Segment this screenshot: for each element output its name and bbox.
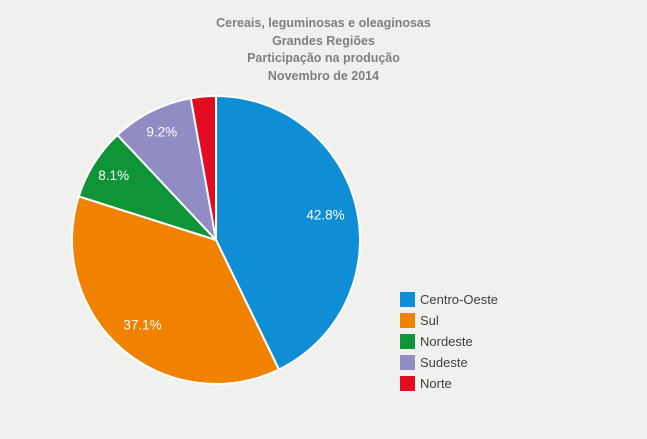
legend-swatch — [400, 313, 415, 328]
pie-slice-label: 37.1% — [123, 317, 161, 332]
legend-swatch — [400, 334, 415, 349]
legend: Centro-Oeste Sul Nordeste Sudeste Norte — [400, 292, 498, 391]
pie-slice-label: 9.2% — [146, 124, 177, 139]
chart-title-line-4: Novembro de 2014 — [267, 68, 380, 83]
legend-swatch — [400, 292, 415, 307]
chart-title: Cereais, leguminosas e oleaginosas Grand… — [0, 15, 647, 85]
chart-title-line-1: Cereais, leguminosas e oleaginosas — [216, 16, 431, 30]
pie-slice-sudeste[interactable] — [116, 97, 217, 241]
pie-chart: 42.8% 37.1% 8.1% 9.2% — [71, 95, 361, 385]
pie-slice-centro-oeste[interactable] — [215, 95, 361, 371]
legend-swatch — [400, 376, 415, 391]
legend-item-label: Sul — [420, 313, 439, 328]
legend-item-norte[interactable]: Norte — [400, 376, 498, 391]
pie-slice-label: 8.1% — [98, 168, 129, 183]
pie-slice-label: 42.8% — [306, 207, 344, 222]
legend-item-label: Nordeste — [420, 334, 473, 349]
legend-swatch — [400, 355, 415, 370]
pie-slice-sul[interactable] — [71, 195, 280, 385]
legend-item-label: Sudeste — [420, 355, 468, 370]
legend-item-nordeste[interactable]: Nordeste — [400, 334, 498, 349]
legend-item-label: Norte — [420, 376, 452, 391]
legend-item-label: Centro-Oeste — [420, 292, 499, 307]
chart-title-line-2: Grandes Regiões — [272, 33, 375, 48]
chart-title-line-3: Participação na produção — [247, 51, 400, 65]
legend-item-sul[interactable]: Sul — [400, 313, 498, 328]
legend-item-centro-oeste[interactable]: Centro-Oeste — [400, 292, 498, 307]
legend-item-sudeste[interactable]: Sudeste — [400, 355, 498, 370]
pie-slice-norte[interactable] — [189, 95, 217, 241]
